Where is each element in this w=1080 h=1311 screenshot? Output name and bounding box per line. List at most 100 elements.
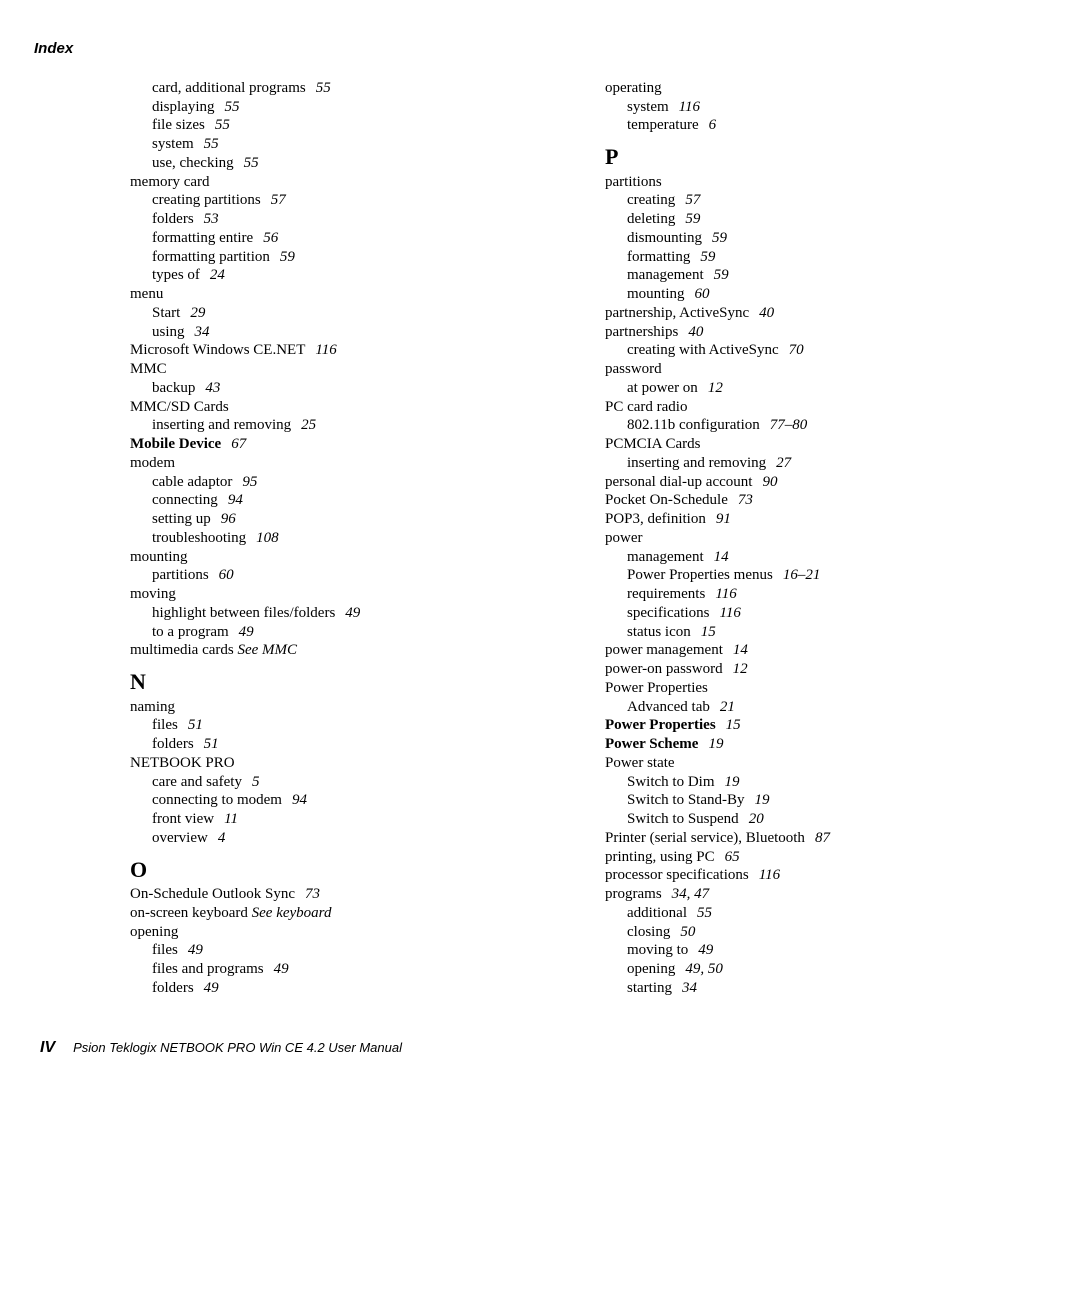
index-page-ref: 70 [789,342,804,358]
index-page-ref: 21 [720,699,735,715]
index-page-ref: 53 [204,211,219,227]
index-entry: card, additional programs55 [152,79,565,98]
index-term: cable adaptor [152,474,232,490]
index-page-ref: 87 [815,830,830,846]
index-page-ref: 12 [708,380,723,396]
index-term: Power Properties [605,717,716,733]
index-term: creating partitions [152,192,261,208]
index-entry: temperature6 [627,116,1040,135]
index-term: overview [152,830,208,846]
index-entry: POP3, definition91 [605,510,1040,529]
index-page-ref: 56 [263,230,278,246]
index-entry: password [605,360,1040,379]
index-term: temperature [627,117,699,133]
index-page-ref: 60 [219,567,234,583]
index-term: creating with ActiveSync [627,342,779,358]
index-page-ref: 50 [680,924,695,940]
index-term: Power Properties menus [627,567,773,583]
index-page-ref: 43 [205,380,220,396]
footer-page-number: IV [40,1038,55,1058]
index-term: multimedia cards [130,642,237,658]
index-term: naming [130,699,175,715]
index-term: MMC [130,361,167,377]
index-entry: at power on 12 [627,379,1040,398]
index-page-ref: 116 [679,99,700,115]
index-term: programs [605,886,662,902]
index-term: system [627,99,669,115]
index-entry: partnerships40 [605,323,1040,342]
index-entry: backup 43 [152,379,565,398]
index-page-ref: 11 [224,811,238,827]
index-page-ref: 15 [701,624,716,640]
index-entry: menu [130,285,565,304]
index-entry: mounting [130,548,565,567]
index-entry: mounting60 [627,285,1040,304]
index-term: dismounting [627,230,702,246]
index-entry: power-on password12 [605,660,1040,679]
index-entry: power management14 [605,641,1040,660]
index-page-ref: 29 [190,305,205,321]
index-page-ref: 24 [210,267,225,283]
index-term: partitions [152,567,209,583]
index-page-ref: 116 [759,867,780,883]
index-term: power [605,530,643,546]
index-entry: printing, using PC65 [605,848,1040,867]
index-page-ref: 49 [274,961,289,977]
index-term: connecting to modem [152,792,282,808]
index-column-left: card, additional programs55displaying55f… [130,79,565,998]
index-entry: care and safety5 [152,773,565,792]
index-entry: partitions 60 [152,566,565,585]
index-page-ref: 59 [714,267,729,283]
index-term: menu [130,286,163,302]
index-entry: folders49 [152,979,565,998]
index-entry: creating57 [627,191,1040,210]
index-term: POP3, definition [605,511,706,527]
index-entry: NETBOOK PRO [130,754,565,773]
index-page-ref: 73 [738,492,753,508]
index-term: power-on password [605,661,723,677]
index-term: memory card [130,174,210,190]
index-entry: Pocket On-Schedule 73 [605,491,1040,510]
index-term: backup [152,380,195,396]
index-entry: PCMCIA Cards [605,435,1040,454]
index-entry: creating with ActiveSync 70 [627,341,1040,360]
index-see-reference: See keyboard [252,905,332,921]
index-entry: Power Properties [605,679,1040,698]
index-entry: files51 [152,716,565,735]
index-term: folders [152,980,194,996]
index-term: Start [152,305,180,321]
index-term: folders [152,211,194,227]
index-term: password [605,361,662,377]
index-term: Pocket On-Schedule [605,492,728,508]
index-page-ref: 73 [305,886,320,902]
index-entry: partnership, ActiveSync40 [605,304,1040,323]
index-entry: memory card [130,173,565,192]
index-term: files [152,717,178,733]
index-page-ref: 25 [301,417,316,433]
index-term: requirements [627,586,705,602]
index-entry: cable adaptor95 [152,473,565,492]
index-entry: using34 [152,323,565,342]
index-entry: multimedia cards See MMC [130,641,565,660]
index-term: personal dial-up account [605,474,752,490]
index-entry: closing50 [627,923,1040,942]
index-columns: card, additional programs55displaying55f… [130,79,1040,998]
index-entry: opening [130,923,565,942]
index-page-ref: 59 [700,249,715,265]
index-entry: status icon15 [627,623,1040,642]
index-page-ref: 4 [218,830,226,846]
index-term: use, checking [152,155,234,171]
index-entry: MMC [130,360,565,379]
index-term: modem [130,455,175,471]
index-entry: moving to49 [627,941,1040,960]
index-entry: Power state [605,754,1040,773]
index-entry: Power Properties15 [605,716,1040,735]
index-entry: specifications116 [627,604,1040,623]
index-term: at power on [627,380,698,396]
index-entry: partitions [605,173,1040,192]
index-page-ref: 49 [345,605,360,621]
index-entry: Switch to Suspend20 [627,810,1040,829]
footer-title: Psion Teklogix NETBOOK PRO Win CE 4.2 Us… [73,1040,402,1056]
index-term: operating [605,80,662,96]
index-page-ref: 59 [685,211,700,227]
